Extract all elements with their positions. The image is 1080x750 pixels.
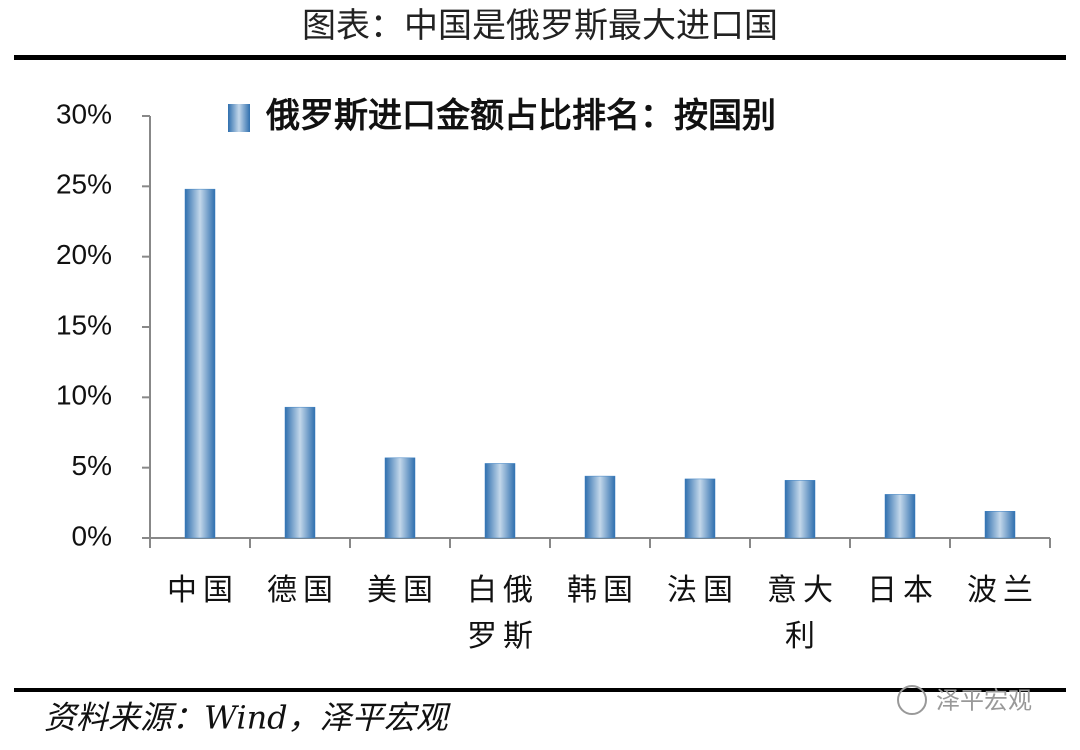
x-tick-label: 波兰 — [967, 573, 1039, 608]
bar — [584, 475, 616, 539]
y-tick-label: 30% — [56, 98, 112, 129]
x-tick-label: 美国 — [367, 573, 439, 608]
footer-rule — [14, 688, 1066, 692]
legend-label: 俄罗斯进口金额占比排名：按国别 — [265, 96, 776, 136]
page-title: 图表：中国是俄罗斯最大进口国 — [302, 6, 778, 46]
bar — [984, 511, 1016, 539]
x-tick-label: 日本 — [867, 573, 939, 608]
wechat-icon — [897, 685, 927, 715]
x-tick-label: 意大利 — [767, 573, 839, 654]
bar — [784, 480, 816, 539]
watermark: 泽平宏观 — [936, 687, 1032, 714]
legend-swatch — [228, 104, 250, 132]
y-tick-label: 10% — [56, 380, 112, 411]
bar — [484, 463, 516, 539]
source-note: 资料来源：Wind，泽平宏观 — [44, 699, 452, 737]
title-rule — [14, 55, 1066, 60]
bar — [884, 494, 916, 539]
bar — [384, 457, 416, 539]
bar — [684, 478, 716, 539]
y-tick-label: 0% — [72, 520, 112, 551]
bar — [184, 188, 216, 539]
x-tick-label: 白俄罗斯 — [467, 573, 539, 654]
x-tick-label: 中国 — [167, 573, 239, 608]
y-tick-label: 5% — [72, 450, 112, 481]
x-tick-label: 韩国 — [567, 573, 639, 608]
y-tick-label: 15% — [56, 309, 112, 340]
y-tick-label: 20% — [56, 239, 112, 270]
x-tick-label: 德国 — [267, 573, 339, 608]
y-tick-label: 25% — [56, 169, 112, 200]
x-tick-label: 法国 — [667, 573, 739, 608]
bar — [284, 406, 316, 539]
